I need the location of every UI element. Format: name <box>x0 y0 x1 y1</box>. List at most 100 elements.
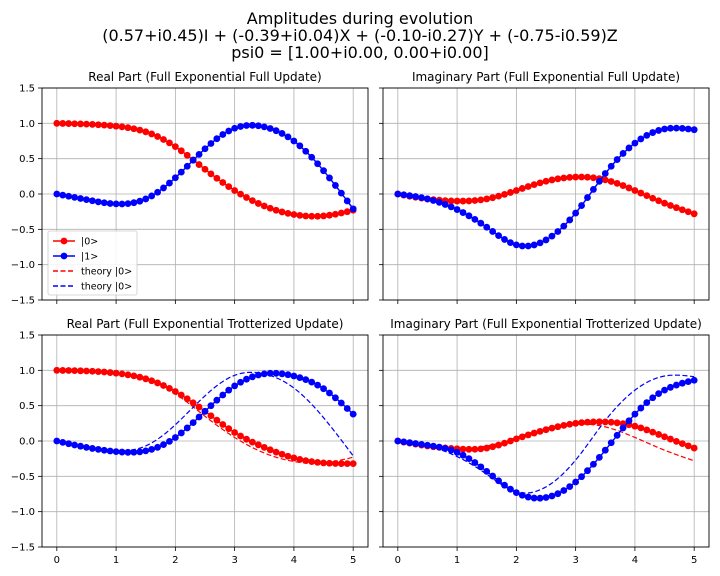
data-point-0 <box>118 123 126 131</box>
data-point-0 <box>302 457 310 465</box>
data-point-0 <box>106 122 114 129</box>
data-point-1 <box>613 431 621 439</box>
data-point-0 <box>189 399 197 407</box>
subplot-1: −1.5 −1.0 −0.5 0.0 0.5 1.0 1.5 Real Part (Full … <box>11 70 369 307</box>
data-point-1 <box>53 190 61 198</box>
data-point-0 <box>77 367 84 375</box>
data-point-0 <box>183 395 191 403</box>
data-point-0 <box>548 424 556 432</box>
data-point-1 <box>560 222 568 230</box>
data-point-1 <box>655 127 663 134</box>
data-point-1 <box>343 197 351 205</box>
data-point-1 <box>518 242 526 250</box>
data-point-1 <box>296 374 304 382</box>
data-point-1 <box>254 122 262 130</box>
data-point-1 <box>578 202 585 209</box>
data-point-1 <box>518 491 526 499</box>
subplot-title: Imaginary Part (Full Exponential Full Up… <box>412 70 680 84</box>
data-point-1 <box>619 424 627 432</box>
data-point-0 <box>290 454 298 462</box>
data-point-1 <box>667 124 674 132</box>
data-point-0 <box>166 384 173 392</box>
data-point-0 <box>243 435 250 443</box>
y-tick-label: −0.5 <box>11 472 35 483</box>
axes-frame <box>382 334 710 548</box>
data-point-0 <box>572 419 580 427</box>
figure-title-line-1: Amplitudes during evolution <box>247 9 473 28</box>
data-point-1 <box>266 369 274 377</box>
data-point-1 <box>326 174 333 182</box>
series-line-theory-0 <box>397 374 695 494</box>
data-point-0 <box>332 210 339 218</box>
data-point-0 <box>471 445 479 453</box>
data-point-1 <box>337 399 345 407</box>
data-point-1 <box>507 239 514 247</box>
data-point-0 <box>219 179 227 186</box>
data-point-1 <box>83 443 90 451</box>
data-point-0 <box>548 176 556 184</box>
data-point-1 <box>424 195 431 203</box>
data-point-1 <box>560 487 568 494</box>
data-point-1 <box>201 407 209 415</box>
data-point-1 <box>177 168 185 176</box>
data-point-1 <box>536 239 544 247</box>
data-point-0 <box>308 212 316 220</box>
data-point-0 <box>453 197 461 205</box>
data-point-1 <box>429 197 437 204</box>
data-point-1 <box>207 140 215 147</box>
data-point-1 <box>418 440 425 448</box>
data-point-0 <box>88 367 96 375</box>
data-point-1 <box>320 385 327 393</box>
data-point-0 <box>136 126 144 134</box>
data-point-1 <box>302 147 310 155</box>
data-point-0 <box>124 371 132 379</box>
data-point-0 <box>678 440 686 447</box>
data-point-0 <box>94 121 102 129</box>
data-point-1 <box>118 200 126 208</box>
data-point-1 <box>590 186 597 193</box>
data-point-1 <box>530 241 538 249</box>
data-point-1 <box>661 386 668 394</box>
data-point-0 <box>584 418 591 426</box>
data-point-0 <box>320 212 327 220</box>
data-point-1 <box>595 177 603 185</box>
y-tick-label: 0.5 <box>19 401 35 412</box>
data-point-1 <box>278 130 286 137</box>
x-tick-label: 2 <box>513 555 519 566</box>
data-point-0 <box>260 443 268 451</box>
data-point-0 <box>260 202 268 210</box>
y-tick-label: −1.5 <box>11 296 35 307</box>
data-point-1 <box>260 370 268 378</box>
data-point-0 <box>459 197 467 205</box>
data-point-1 <box>471 215 479 223</box>
data-point-0 <box>314 458 322 466</box>
data-point-1 <box>643 132 651 139</box>
data-point-1 <box>572 209 580 217</box>
data-point-0 <box>308 458 316 465</box>
subplot-title: Real Part (Full Exponential Full Update) <box>88 70 321 84</box>
data-point-0 <box>590 418 597 426</box>
data-point-1 <box>512 241 520 249</box>
data-point-1 <box>290 137 298 145</box>
x-tick-label: 4 <box>632 555 638 566</box>
data-point-0 <box>59 367 67 374</box>
data-point-0 <box>690 444 698 452</box>
data-point-1 <box>578 473 585 481</box>
data-point-0 <box>483 195 491 203</box>
data-point-1 <box>237 123 244 130</box>
data-point-1 <box>290 372 298 380</box>
data-point-1 <box>136 197 144 205</box>
data-point-0 <box>112 369 120 377</box>
data-point-1 <box>684 378 692 386</box>
data-point-0 <box>536 179 544 187</box>
data-point-1 <box>65 440 73 448</box>
data-point-1 <box>260 123 268 131</box>
data-point-0 <box>266 204 274 212</box>
data-point-1 <box>142 447 150 455</box>
data-point-1 <box>171 174 179 182</box>
data-point-1 <box>77 195 84 202</box>
data-point-0 <box>177 147 185 155</box>
data-point-1 <box>272 127 280 135</box>
data-point-0 <box>643 426 651 434</box>
data-point-1 <box>584 467 591 475</box>
